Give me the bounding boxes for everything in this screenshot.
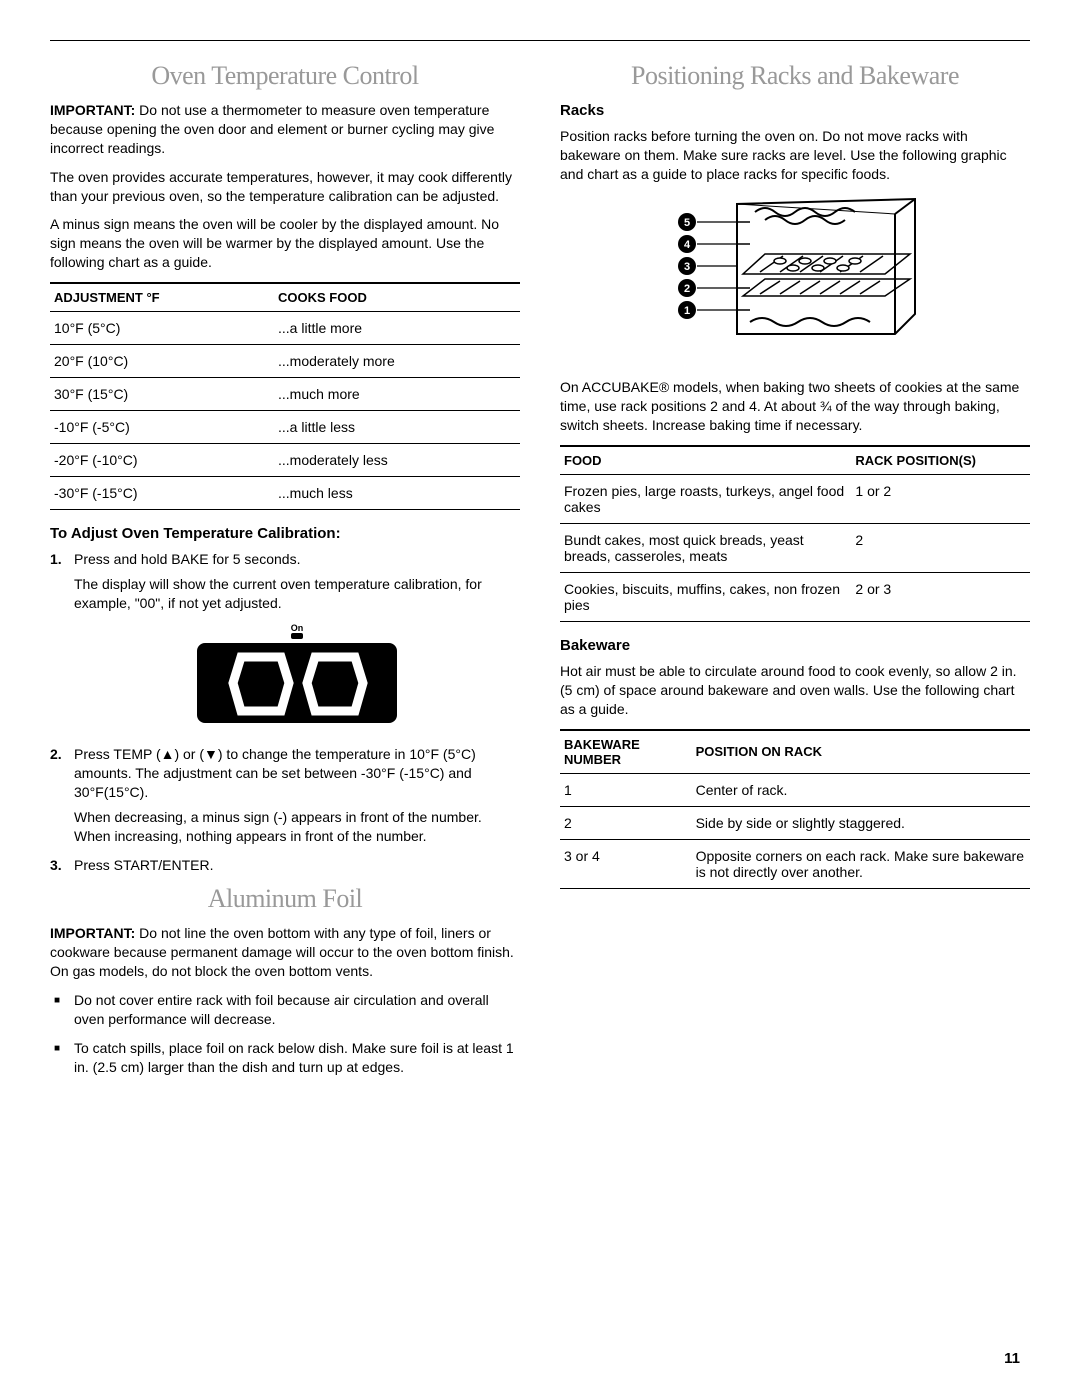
svg-text:1: 1: [684, 305, 690, 317]
calib-steps: Press and hold BAKE for 5 seconds. The d…: [50, 550, 520, 874]
bake-th-2: POSITION ON RACK: [692, 730, 1030, 774]
table-row: Bundt cakes, most quick breads, yeast br…: [560, 523, 1030, 572]
top-rule: [50, 40, 1030, 41]
svg-text:5: 5: [684, 217, 690, 229]
table-row: 3 or 4Opposite corners on each rack. Mak…: [560, 839, 1030, 888]
calib-step1-p: The display will show the current oven t…: [74, 575, 520, 613]
bakeware-table: BAKEWARE NUMBER POSITION ON RACK 1Center…: [560, 729, 1030, 889]
foil-bullet-1: Do not cover entire rack with foil becau…: [50, 991, 520, 1029]
content-columns: Oven Temperature Control IMPORTANT: Do n…: [50, 61, 1030, 1087]
adj-th-1: ADJUSTMENT °F: [50, 283, 274, 312]
calib-step-1: Press and hold BAKE for 5 seconds. The d…: [50, 550, 520, 731]
foil-bullet-2: To catch spills, place foil on rack belo…: [50, 1039, 520, 1077]
svg-text:On: On: [291, 623, 304, 633]
important-label-1: IMPORTANT:: [50, 102, 135, 118]
aluminum-foil-title: Aluminum Foil: [50, 884, 520, 914]
digital-display-image: On: [177, 621, 417, 731]
bakeware-para: Hot air must be able to circulate around…: [560, 662, 1030, 719]
adjustment-table: ADJUSTMENT °F COOKS FOOD 10°F (5°C)...a …: [50, 282, 520, 510]
oven-para-3: A minus sign means the oven will be cool…: [50, 215, 520, 272]
calib-heading: To Adjust Oven Temperature Calibration:: [50, 524, 520, 544]
table-row: 30°F (15°C)...much more: [50, 378, 520, 411]
bakeware-heading: Bakeware: [560, 636, 1030, 656]
table-row: 10°F (5°C)...a little more: [50, 312, 520, 345]
table-row: -30°F (-15°C)...much less: [50, 477, 520, 510]
important-para-1: IMPORTANT: Do not use a thermometer to m…: [50, 101, 520, 158]
food-table: FOOD RACK POSITION(S) Frozen pies, large…: [560, 445, 1030, 622]
table-row: 20°F (10°C)...moderately more: [50, 345, 520, 378]
svg-text:2: 2: [684, 283, 690, 295]
table-row: 2Side by side or slightly staggered.: [560, 806, 1030, 839]
svg-text:3: 3: [684, 261, 690, 273]
accubake-para: On ACCUBAKE® models, when baking two she…: [560, 378, 1030, 435]
page-number: 11: [1004, 1350, 1020, 1367]
calib-step-2: Press TEMP (▲) or (▼) to change the temp…: [50, 745, 520, 845]
table-row: Frozen pies, large roasts, turkeys, ange…: [560, 474, 1030, 523]
foil-bullets: Do not cover entire rack with foil becau…: [50, 991, 520, 1077]
food-th-2: RACK POSITION(S): [851, 446, 1030, 475]
oven-para-2: The oven provides accurate temperatures,…: [50, 168, 520, 206]
bake-th-1: BAKEWARE NUMBER: [560, 730, 692, 774]
positioning-title: Positioning Racks and Bakeware: [560, 61, 1030, 91]
food-th-1: FOOD: [560, 446, 851, 475]
calib-step-3: Press START/ENTER.: [50, 856, 520, 875]
calib-step2-p: When decreasing, a minus sign (-) appear…: [74, 808, 520, 846]
adj-th-2: COOKS FOOD: [274, 283, 520, 312]
racks-para: Position racks before turning the oven o…: [560, 127, 1030, 184]
left-column: Oven Temperature Control IMPORTANT: Do n…: [50, 61, 520, 1087]
foil-important: IMPORTANT: Do not line the oven bottom w…: [50, 924, 520, 981]
oven-temp-title: Oven Temperature Control: [50, 61, 520, 91]
table-row: -20°F (-10°C)...moderately less: [50, 444, 520, 477]
oven-rack-diagram: 5 4 3 2 1: [665, 194, 925, 364]
right-column: Positioning Racks and Bakeware Racks Pos…: [560, 61, 1030, 1087]
table-row: 1Center of rack.: [560, 773, 1030, 806]
racks-heading: Racks: [560, 101, 1030, 121]
important-label-2: IMPORTANT:: [50, 925, 135, 941]
table-row: Cookies, biscuits, muffins, cakes, non f…: [560, 572, 1030, 621]
svg-text:4: 4: [684, 239, 691, 251]
table-row: -10°F (-5°C)...a little less: [50, 411, 520, 444]
